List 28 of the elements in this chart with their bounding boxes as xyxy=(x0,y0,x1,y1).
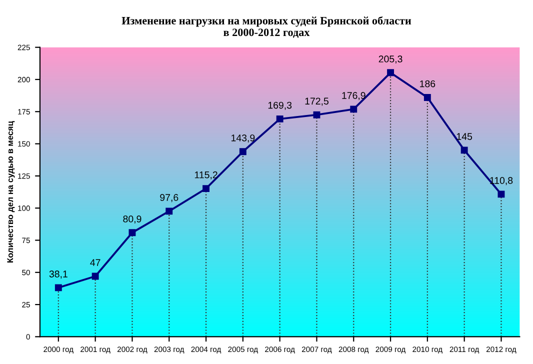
data-label: 110,8 xyxy=(490,177,513,186)
point xyxy=(387,69,394,76)
data-label: 169,3 xyxy=(268,102,292,110)
point xyxy=(54,284,62,292)
point xyxy=(313,111,320,118)
y-axis-title: Количество дел на судью в месяц xyxy=(7,121,15,262)
point xyxy=(166,208,173,215)
data-label: 145 xyxy=(456,133,472,140)
data-label: 186 xyxy=(420,80,436,88)
data-label: 47 xyxy=(90,259,100,266)
data-label: 143,9 xyxy=(232,134,255,143)
data-label: 172,5 xyxy=(305,98,328,106)
point xyxy=(128,229,136,236)
data-label: 115,2 xyxy=(194,171,218,180)
chart-title: Изменение нагрузки на мировых судей Брянской области в 2000-2012 годах xyxy=(122,16,412,38)
point xyxy=(498,190,505,198)
data-label: 38,1 xyxy=(49,270,68,279)
point xyxy=(276,115,284,122)
point xyxy=(424,94,431,101)
point xyxy=(350,106,358,113)
point xyxy=(202,185,210,192)
data-label: 176,9 xyxy=(342,92,366,100)
point xyxy=(92,272,99,280)
data-label: 80,9 xyxy=(123,216,142,224)
point xyxy=(239,148,246,156)
point xyxy=(460,146,468,154)
data-label: 97,6 xyxy=(160,194,178,202)
data-label: 205,3 xyxy=(378,56,402,64)
